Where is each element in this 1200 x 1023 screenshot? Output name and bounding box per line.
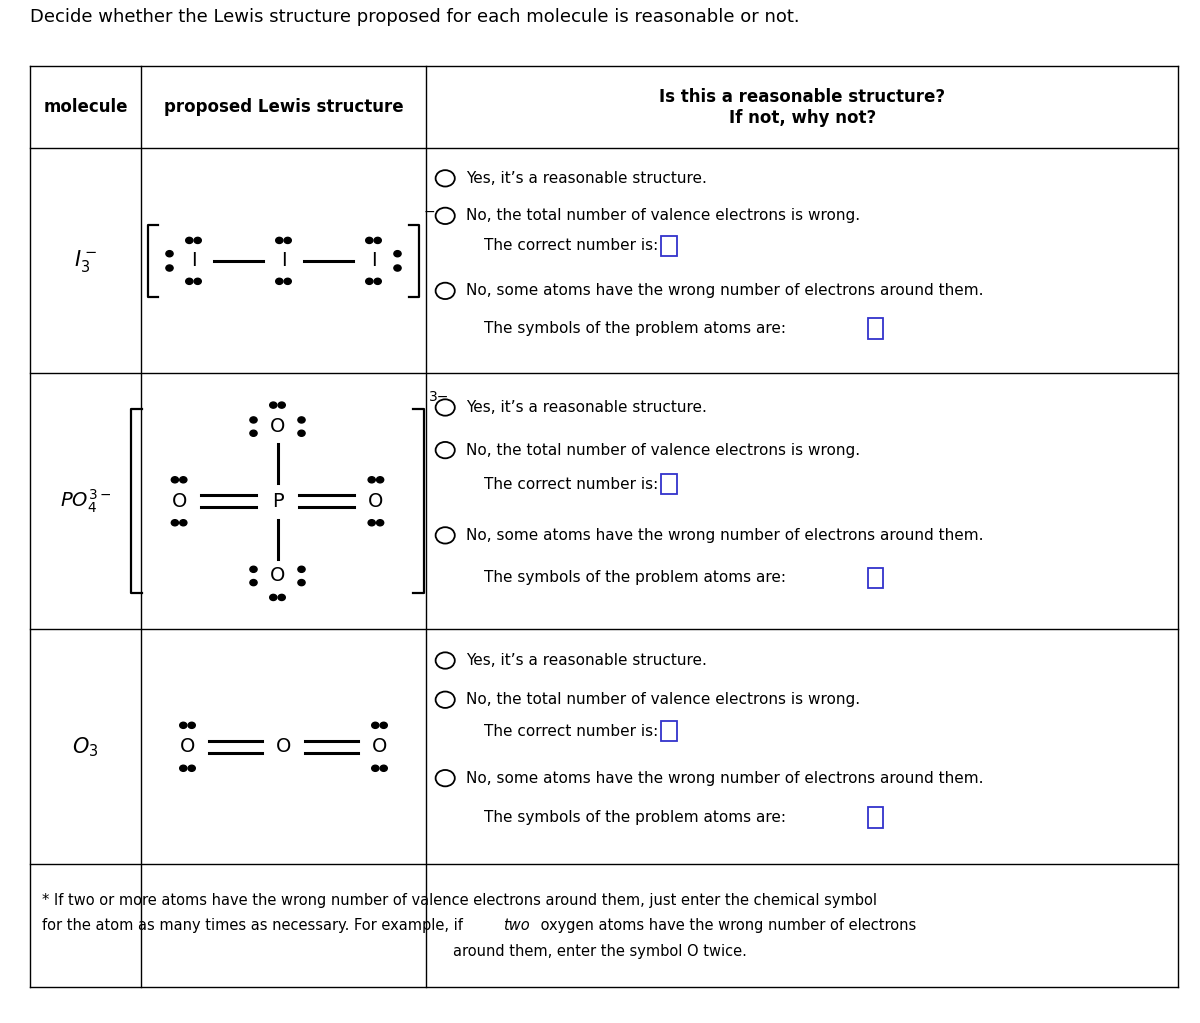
Circle shape <box>172 477 179 483</box>
Text: O: O <box>172 492 187 510</box>
Circle shape <box>368 520 376 526</box>
Text: No, some atoms have the wrong number of electrons around them.: No, some atoms have the wrong number of … <box>466 528 983 543</box>
Circle shape <box>366 278 373 284</box>
Bar <box>868 807 883 828</box>
Circle shape <box>298 579 305 585</box>
Text: 3−: 3− <box>428 390 449 404</box>
Circle shape <box>270 402 277 408</box>
Circle shape <box>194 278 202 284</box>
Circle shape <box>380 765 388 771</box>
Text: Decide whether the Lewis structure proposed for each molecule is reasonable or n: Decide whether the Lewis structure propo… <box>30 7 799 26</box>
Circle shape <box>278 594 286 601</box>
Bar <box>661 474 677 494</box>
Circle shape <box>394 265 401 271</box>
Text: $O_3$: $O_3$ <box>72 735 98 759</box>
Circle shape <box>284 237 292 243</box>
Bar <box>868 318 883 339</box>
Text: O: O <box>276 738 292 756</box>
Circle shape <box>298 566 305 573</box>
Circle shape <box>188 765 196 771</box>
Text: Is this a reasonable structure?: Is this a reasonable structure? <box>659 88 946 106</box>
Circle shape <box>284 278 292 284</box>
Bar <box>868 568 883 588</box>
Text: P: P <box>271 492 283 510</box>
Text: No, some atoms have the wrong number of electrons around them.: No, some atoms have the wrong number of … <box>466 283 983 299</box>
Circle shape <box>298 430 305 436</box>
Circle shape <box>372 722 379 728</box>
Circle shape <box>250 430 257 436</box>
Circle shape <box>250 417 257 424</box>
Text: oxygen atoms have the wrong number of electrons: oxygen atoms have the wrong number of el… <box>536 919 917 933</box>
Circle shape <box>186 237 193 243</box>
Text: Yes, it’s a reasonable structure.: Yes, it’s a reasonable structure. <box>466 171 707 186</box>
Circle shape <box>298 417 305 424</box>
Text: O: O <box>270 567 286 585</box>
Circle shape <box>374 237 382 243</box>
Bar <box>661 721 677 742</box>
Circle shape <box>276 278 283 284</box>
Circle shape <box>180 477 187 483</box>
Text: I: I <box>191 252 197 270</box>
Text: I: I <box>371 252 377 270</box>
Circle shape <box>172 520 179 526</box>
Text: No, the total number of valence electrons is wrong.: No, the total number of valence electron… <box>466 443 859 457</box>
Circle shape <box>250 579 257 585</box>
Text: two: two <box>503 919 529 933</box>
Circle shape <box>166 265 173 271</box>
Bar <box>661 235 677 256</box>
Circle shape <box>377 520 384 526</box>
Circle shape <box>180 520 187 526</box>
Text: O: O <box>372 738 388 756</box>
Circle shape <box>377 477 384 483</box>
Text: around them, enter the symbol O twice.: around them, enter the symbol O twice. <box>454 944 746 959</box>
Circle shape <box>188 722 196 728</box>
Text: The symbols of the problem atoms are:: The symbols of the problem atoms are: <box>484 810 786 825</box>
Text: O: O <box>180 738 196 756</box>
Text: for the atom as many times as necessary. For example, if: for the atom as many times as necessary.… <box>42 919 468 933</box>
Text: The correct number is:: The correct number is: <box>484 723 658 739</box>
Circle shape <box>374 278 382 284</box>
Circle shape <box>380 722 388 728</box>
Text: No, the total number of valence electrons is wrong.: No, the total number of valence electron… <box>466 693 859 707</box>
Text: If not, why not?: If not, why not? <box>728 108 876 127</box>
Circle shape <box>166 251 173 257</box>
Circle shape <box>194 237 202 243</box>
Text: * If two or more atoms have the wrong number of valence electrons around them, j: * If two or more atoms have the wrong nu… <box>42 893 877 907</box>
Circle shape <box>278 402 286 408</box>
Circle shape <box>394 251 401 257</box>
Text: The correct number is:: The correct number is: <box>484 238 658 254</box>
Text: molecule: molecule <box>43 98 127 117</box>
Text: $I_3^-$: $I_3^-$ <box>74 248 97 274</box>
Circle shape <box>250 566 257 573</box>
Text: Yes, it’s a reasonable structure.: Yes, it’s a reasonable structure. <box>466 653 707 668</box>
Circle shape <box>368 477 376 483</box>
Circle shape <box>372 765 379 771</box>
Circle shape <box>180 765 187 771</box>
Text: proposed Lewis structure: proposed Lewis structure <box>163 98 403 117</box>
Text: The symbols of the problem atoms are:: The symbols of the problem atoms are: <box>484 321 786 336</box>
Text: $PO_4^{3-}$: $PO_4^{3-}$ <box>60 488 112 515</box>
Circle shape <box>180 722 187 728</box>
Circle shape <box>366 237 373 243</box>
Circle shape <box>270 594 277 601</box>
Text: No, the total number of valence electrons is wrong.: No, the total number of valence electron… <box>466 209 859 223</box>
Text: The correct number is:: The correct number is: <box>484 477 658 492</box>
Text: The symbols of the problem atoms are:: The symbols of the problem atoms are: <box>484 571 786 585</box>
Text: O: O <box>368 492 384 510</box>
Circle shape <box>276 237 283 243</box>
Circle shape <box>186 278 193 284</box>
Text: −: − <box>424 205 436 219</box>
Text: O: O <box>270 417 286 436</box>
Text: Yes, it’s a reasonable structure.: Yes, it’s a reasonable structure. <box>466 400 707 415</box>
Text: No, some atoms have the wrong number of electrons around them.: No, some atoms have the wrong number of … <box>466 770 983 786</box>
Text: I: I <box>281 252 287 270</box>
